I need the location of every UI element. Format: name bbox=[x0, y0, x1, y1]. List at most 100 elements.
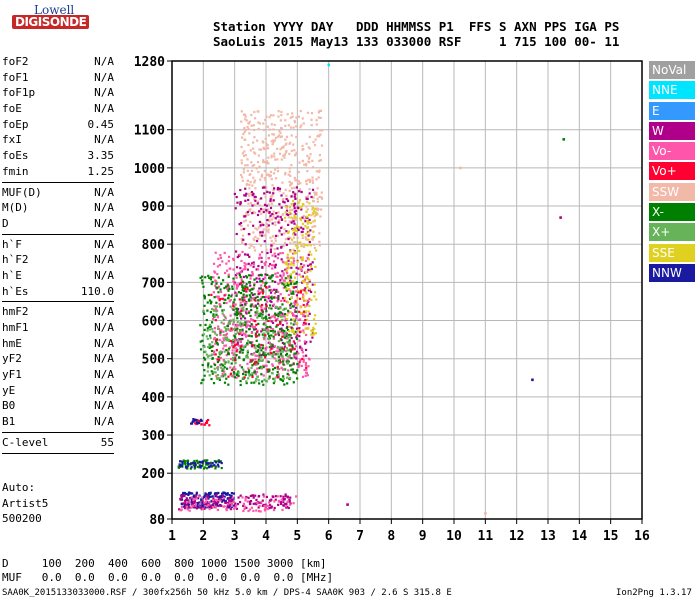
echo-point bbox=[201, 339, 204, 342]
echo-point bbox=[304, 310, 308, 313]
echo-point bbox=[267, 297, 270, 300]
echo-point bbox=[282, 495, 285, 498]
echo-point bbox=[293, 154, 297, 157]
echo-point bbox=[227, 360, 230, 363]
echo-point bbox=[276, 306, 279, 309]
echo-point bbox=[260, 354, 263, 357]
echo-point bbox=[255, 239, 259, 243]
echo-point bbox=[226, 506, 229, 509]
echo-point bbox=[266, 190, 269, 193]
echo-point bbox=[241, 372, 245, 376]
echo-point bbox=[276, 147, 279, 150]
echo-point bbox=[296, 226, 299, 230]
echo-point bbox=[237, 339, 240, 342]
echo-point bbox=[260, 305, 263, 308]
echo-point bbox=[243, 287, 247, 291]
echo-point bbox=[297, 329, 300, 332]
echo-point bbox=[231, 368, 234, 372]
echo-point bbox=[236, 317, 239, 320]
echo-point bbox=[239, 301, 242, 304]
echo-point bbox=[218, 377, 221, 380]
echo-point bbox=[268, 501, 271, 504]
echo-point bbox=[291, 329, 294, 332]
echo-point bbox=[243, 323, 247, 327]
echo-point bbox=[298, 297, 302, 300]
echo-point bbox=[239, 494, 242, 497]
echo-point bbox=[222, 322, 225, 325]
echo-point bbox=[302, 303, 305, 307]
echo-point bbox=[189, 463, 192, 466]
echo-point bbox=[219, 288, 222, 291]
echo-point bbox=[182, 459, 185, 462]
echo-point bbox=[203, 459, 206, 462]
echo-point bbox=[216, 343, 219, 346]
echo-point bbox=[235, 504, 238, 507]
echo-point bbox=[273, 187, 276, 190]
echo-point bbox=[260, 197, 263, 200]
echo-point bbox=[254, 373, 257, 376]
echo-point bbox=[243, 126, 246, 130]
echo-point bbox=[190, 496, 193, 499]
echo-point bbox=[219, 254, 222, 257]
echo-point bbox=[302, 323, 305, 326]
echo-point bbox=[212, 338, 216, 341]
echo-point bbox=[304, 259, 308, 263]
x-tick-label: 2 bbox=[199, 529, 207, 544]
echo-point bbox=[265, 159, 268, 163]
echo-point bbox=[286, 376, 289, 379]
echo-point bbox=[272, 213, 275, 216]
echo-point bbox=[266, 273, 269, 277]
echo-point bbox=[274, 237, 277, 240]
echo-point bbox=[292, 348, 295, 351]
echo-point bbox=[266, 147, 270, 150]
echo-point bbox=[204, 492, 207, 495]
echo-point bbox=[216, 327, 220, 331]
echo-point bbox=[239, 173, 243, 177]
echo-point bbox=[272, 495, 275, 499]
echo-point bbox=[221, 312, 224, 315]
auto-label: Auto: bbox=[2, 481, 36, 494]
echo-point bbox=[294, 330, 297, 333]
echo-point bbox=[244, 370, 247, 373]
echo-point bbox=[256, 367, 259, 370]
echo-point bbox=[292, 371, 295, 374]
echo-point bbox=[315, 123, 318, 126]
echo-point bbox=[295, 229, 298, 233]
echo-point bbox=[205, 461, 208, 465]
echo-point bbox=[271, 363, 274, 366]
echo-point bbox=[221, 341, 224, 344]
echo-point bbox=[233, 328, 236, 331]
echo-point bbox=[252, 265, 255, 268]
echo-point bbox=[304, 327, 307, 330]
echo-point bbox=[189, 467, 192, 470]
echo-point bbox=[285, 206, 289, 210]
lowell-digisonde-logo: Lowell DIGISONDE bbox=[4, 3, 94, 43]
echo-point bbox=[262, 336, 265, 339]
echo-point bbox=[292, 280, 295, 283]
echo-point bbox=[263, 234, 267, 237]
echo-point bbox=[279, 293, 282, 296]
echo-point bbox=[278, 229, 281, 232]
echo-point bbox=[263, 284, 267, 287]
echo-point bbox=[230, 295, 233, 298]
echo-point bbox=[279, 328, 282, 331]
echo-point bbox=[247, 127, 250, 131]
echo-point bbox=[249, 277, 252, 280]
echo-point bbox=[242, 332, 245, 335]
echo-point bbox=[298, 217, 302, 220]
echo-point bbox=[264, 263, 267, 267]
echo-point bbox=[227, 504, 230, 507]
echo-point bbox=[197, 497, 200, 500]
echo-point bbox=[264, 298, 267, 302]
echo-point bbox=[317, 116, 320, 119]
echo-point bbox=[251, 374, 254, 377]
echo-point bbox=[263, 321, 266, 325]
echo-point bbox=[274, 223, 277, 227]
echo-point bbox=[289, 364, 292, 367]
echo-point bbox=[229, 305, 232, 308]
echo-point bbox=[286, 277, 290, 280]
echo-point bbox=[281, 355, 284, 358]
echo-point bbox=[276, 367, 279, 371]
echo-point bbox=[260, 290, 263, 293]
echo-point bbox=[299, 312, 303, 315]
